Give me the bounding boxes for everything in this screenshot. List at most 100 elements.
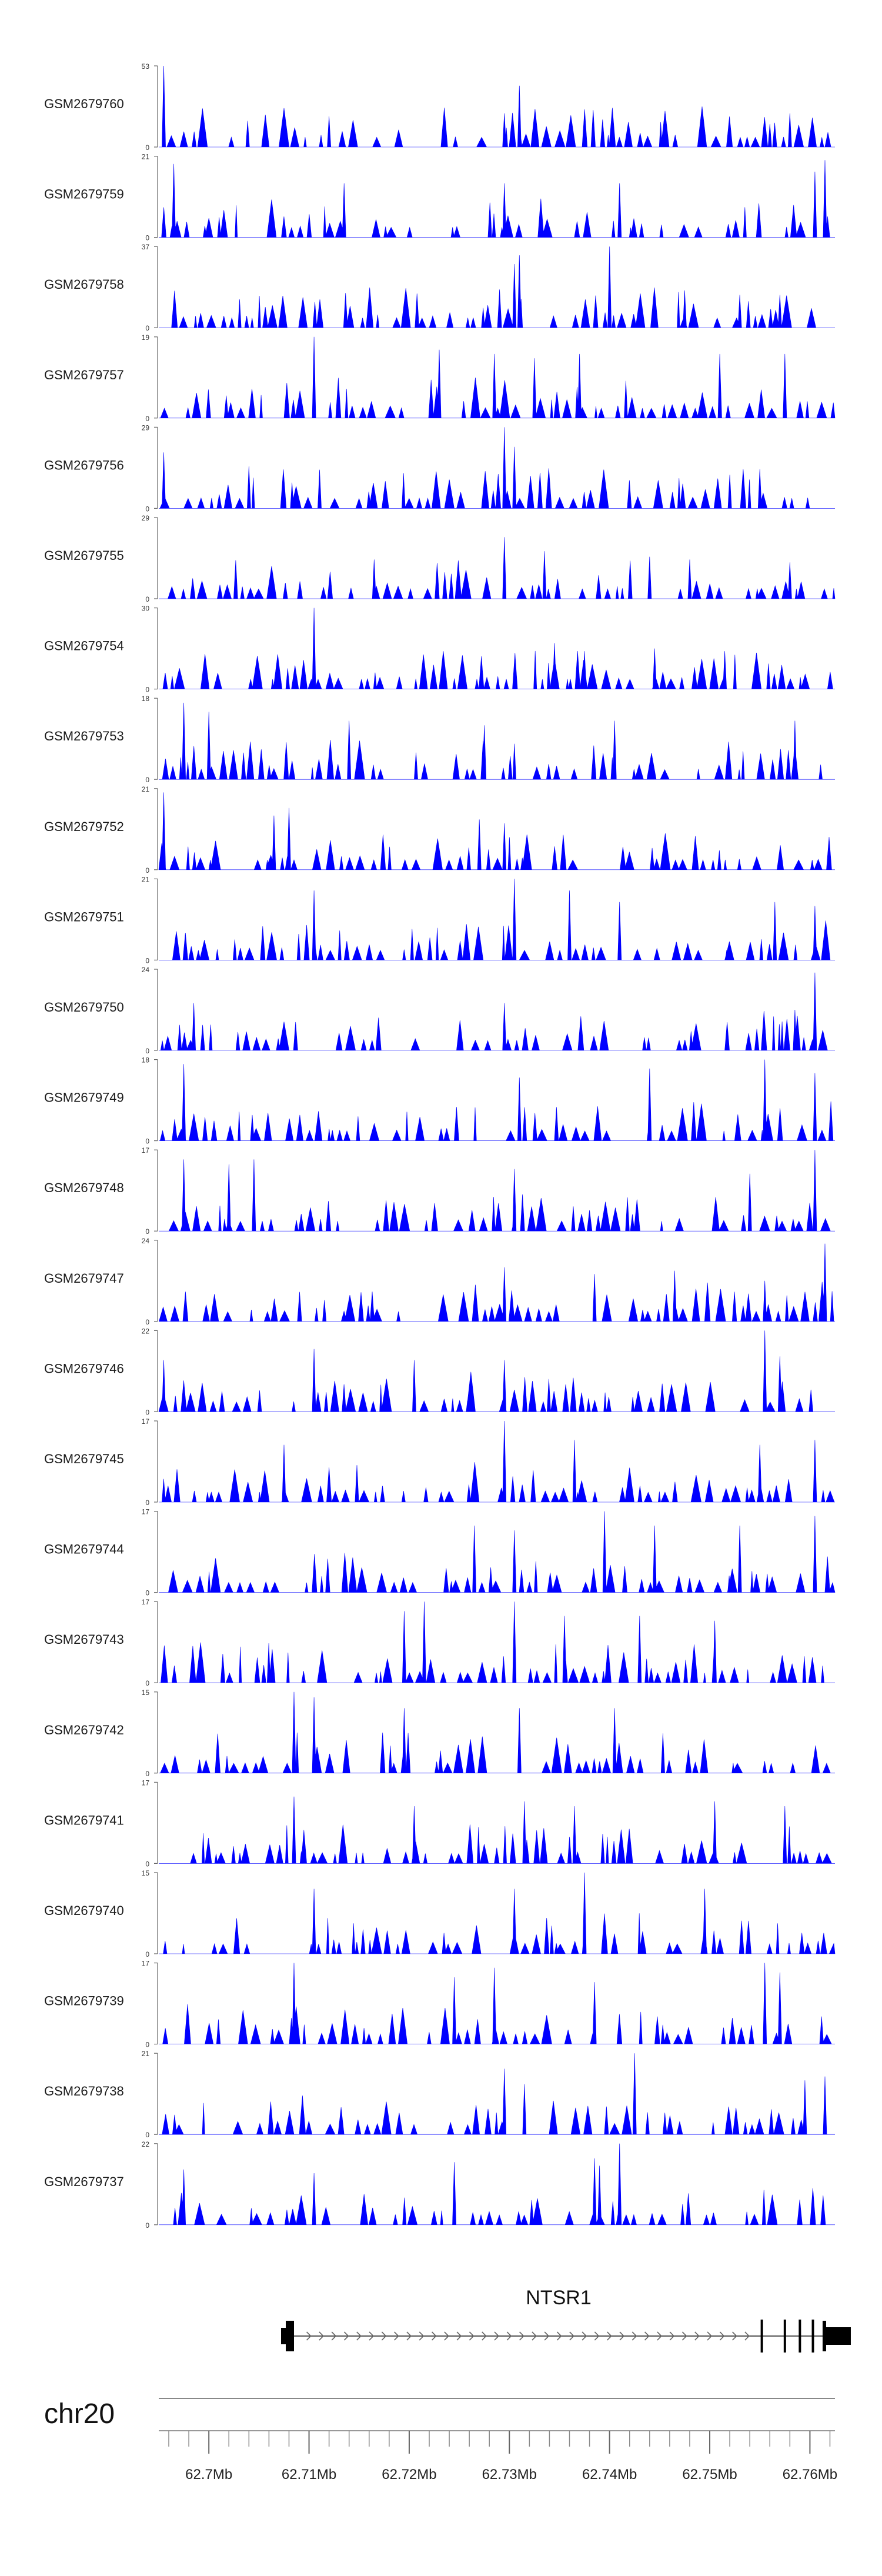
track-label: GSM2679748 bbox=[44, 1180, 124, 1195]
strand-arrow bbox=[519, 2331, 524, 2341]
y-axis-max-label: 19 bbox=[142, 333, 150, 342]
y-axis-max-label: 21 bbox=[142, 875, 150, 883]
track-GSM2679753: GSM2679753 18 0 bbox=[44, 695, 835, 784]
track-GSM2679760: GSM2679760 53 0 bbox=[44, 62, 835, 152]
y-axis-min-label: 0 bbox=[145, 1318, 149, 1326]
strand-arrow bbox=[744, 2331, 750, 2341]
track-label: GSM2679743 bbox=[44, 1632, 124, 1647]
chromosome-label: chr20 bbox=[44, 2398, 115, 2430]
y-axis-min-label: 0 bbox=[145, 776, 149, 784]
y-axis-min-label: 0 bbox=[145, 415, 149, 423]
y-axis-min-label: 0 bbox=[145, 866, 149, 875]
y-axis-min-label: 0 bbox=[145, 324, 149, 332]
strand-arrow bbox=[657, 2331, 662, 2341]
strand-arrow bbox=[681, 2331, 687, 2341]
strand-arrow bbox=[456, 2331, 462, 2341]
strand-arrow bbox=[506, 2331, 512, 2341]
track-label: GSM2679758 bbox=[44, 277, 124, 292]
coverage-area bbox=[159, 608, 835, 689]
exon-5 bbox=[811, 2320, 814, 2353]
y-axis-min-label: 0 bbox=[145, 505, 149, 513]
y-axis-min-label: 0 bbox=[145, 1589, 149, 1597]
strand-arrows bbox=[306, 2331, 750, 2341]
strand-arrow bbox=[343, 2331, 349, 2341]
coverage-area bbox=[159, 1691, 835, 1774]
coverage-area bbox=[159, 160, 835, 238]
y-axis-min-label: 0 bbox=[145, 234, 149, 242]
coverage-area bbox=[159, 1872, 836, 1954]
strand-arrow bbox=[569, 2331, 574, 2341]
strand-arrow bbox=[632, 2331, 637, 2341]
coverage-area bbox=[159, 1601, 835, 1683]
axis-tick-label: 62.74Mb bbox=[582, 2467, 637, 2482]
strand-arrow bbox=[544, 2331, 550, 2341]
track-GSM2679742: GSM2679742 15 0 bbox=[44, 1689, 835, 1778]
y-axis-max-label: 21 bbox=[142, 785, 150, 793]
axis-ticks: 62.7Mb 62.71Mb 62.72Mb 62.73Mb 62.74Mb 62.75M… bbox=[168, 2431, 837, 2482]
axis-tick-label: 62.7Mb bbox=[185, 2467, 232, 2482]
track-GSM2679757: GSM2679757 19 0 bbox=[44, 333, 836, 423]
y-axis-min-label: 0 bbox=[145, 1860, 149, 1868]
y-axis-min-label: 0 bbox=[145, 2041, 149, 2049]
strand-arrow bbox=[444, 2331, 449, 2341]
y-axis-max-label: 24 bbox=[142, 1237, 150, 1245]
track-label: GSM2679742 bbox=[44, 1723, 124, 1737]
y-axis-max-label: 37 bbox=[142, 243, 150, 251]
axis-tick-label: 62.75Mb bbox=[682, 2467, 737, 2482]
y-axis-max-label: 22 bbox=[142, 2140, 150, 2148]
track-label: GSM2679745 bbox=[44, 1451, 124, 1466]
y-axis-min-label: 0 bbox=[145, 595, 149, 603]
strand-arrow bbox=[369, 2331, 375, 2341]
y-axis-max-label: 15 bbox=[142, 1869, 150, 1877]
track-GSM2679758: GSM2679758 37 0 bbox=[44, 243, 835, 332]
exon-3 bbox=[783, 2320, 786, 2353]
coverage-area bbox=[159, 1243, 835, 1322]
axis-tick-label: 62.73Mb bbox=[482, 2467, 537, 2482]
track-GSM2679743: GSM2679743 17 0 bbox=[44, 1598, 835, 1687]
y-axis-max-label: 17 bbox=[142, 1778, 150, 1787]
track-label: GSM2679751 bbox=[44, 909, 124, 924]
track-GSM2679740: GSM2679740 15 0 bbox=[44, 1869, 836, 1958]
strand-arrow bbox=[582, 2331, 587, 2341]
track-GSM2679752: GSM2679752 21 0 bbox=[44, 785, 835, 875]
axis-tick-label: 62.76Mb bbox=[783, 2467, 837, 2482]
coverage-area bbox=[159, 1420, 835, 1503]
coverage-area bbox=[159, 972, 835, 1051]
track-label: GSM2679747 bbox=[44, 1271, 124, 1286]
track-label: GSM2679759 bbox=[44, 187, 124, 202]
y-axis-max-label: 29 bbox=[142, 514, 150, 522]
y-axis-min-label: 0 bbox=[145, 1770, 149, 1778]
track-label: GSM2679755 bbox=[44, 548, 124, 563]
exon-1-utr bbox=[281, 2328, 287, 2344]
strand-arrow bbox=[381, 2331, 387, 2341]
track-label: GSM2679740 bbox=[44, 1903, 124, 1918]
axis-tick-label: 62.71Mb bbox=[282, 2467, 336, 2482]
y-axis-max-label: 17 bbox=[142, 1417, 150, 1426]
coverage-area bbox=[159, 702, 835, 780]
y-axis-max-label: 17 bbox=[142, 1598, 150, 1606]
y-axis-min-label: 0 bbox=[145, 1499, 149, 1507]
track-GSM2679738: GSM2679738 21 0 bbox=[44, 2050, 835, 2139]
last-exon bbox=[822, 2321, 826, 2351]
y-axis-max-label: 53 bbox=[142, 62, 150, 71]
y-axis-min-label: 0 bbox=[145, 144, 149, 152]
y-axis-max-label: 24 bbox=[142, 966, 150, 974]
track-label: GSM2679757 bbox=[44, 368, 124, 382]
strand-arrow bbox=[406, 2331, 412, 2341]
coverage-area bbox=[159, 537, 836, 599]
y-axis-min-label: 0 bbox=[145, 1137, 149, 1146]
track-GSM2679759: GSM2679759 21 0 bbox=[44, 153, 835, 242]
track-GSM2679746: GSM2679746 22 0 bbox=[44, 1327, 835, 1416]
axis-tick-label: 62.72Mb bbox=[382, 2467, 436, 2482]
track-label: GSM2679738 bbox=[44, 2084, 124, 2098]
coverage-area bbox=[159, 1963, 835, 2044]
y-axis-min-label: 0 bbox=[145, 956, 149, 965]
strand-arrow bbox=[594, 2331, 600, 2341]
track-label: GSM2679750 bbox=[44, 1000, 124, 1015]
strand-arrow bbox=[419, 2331, 425, 2341]
strand-arrow bbox=[494, 2331, 500, 2341]
coverage-area bbox=[159, 1059, 835, 1141]
strand-arrow bbox=[394, 2331, 399, 2341]
strand-arrow bbox=[607, 2331, 612, 2341]
track-label: GSM2679754 bbox=[44, 639, 124, 653]
